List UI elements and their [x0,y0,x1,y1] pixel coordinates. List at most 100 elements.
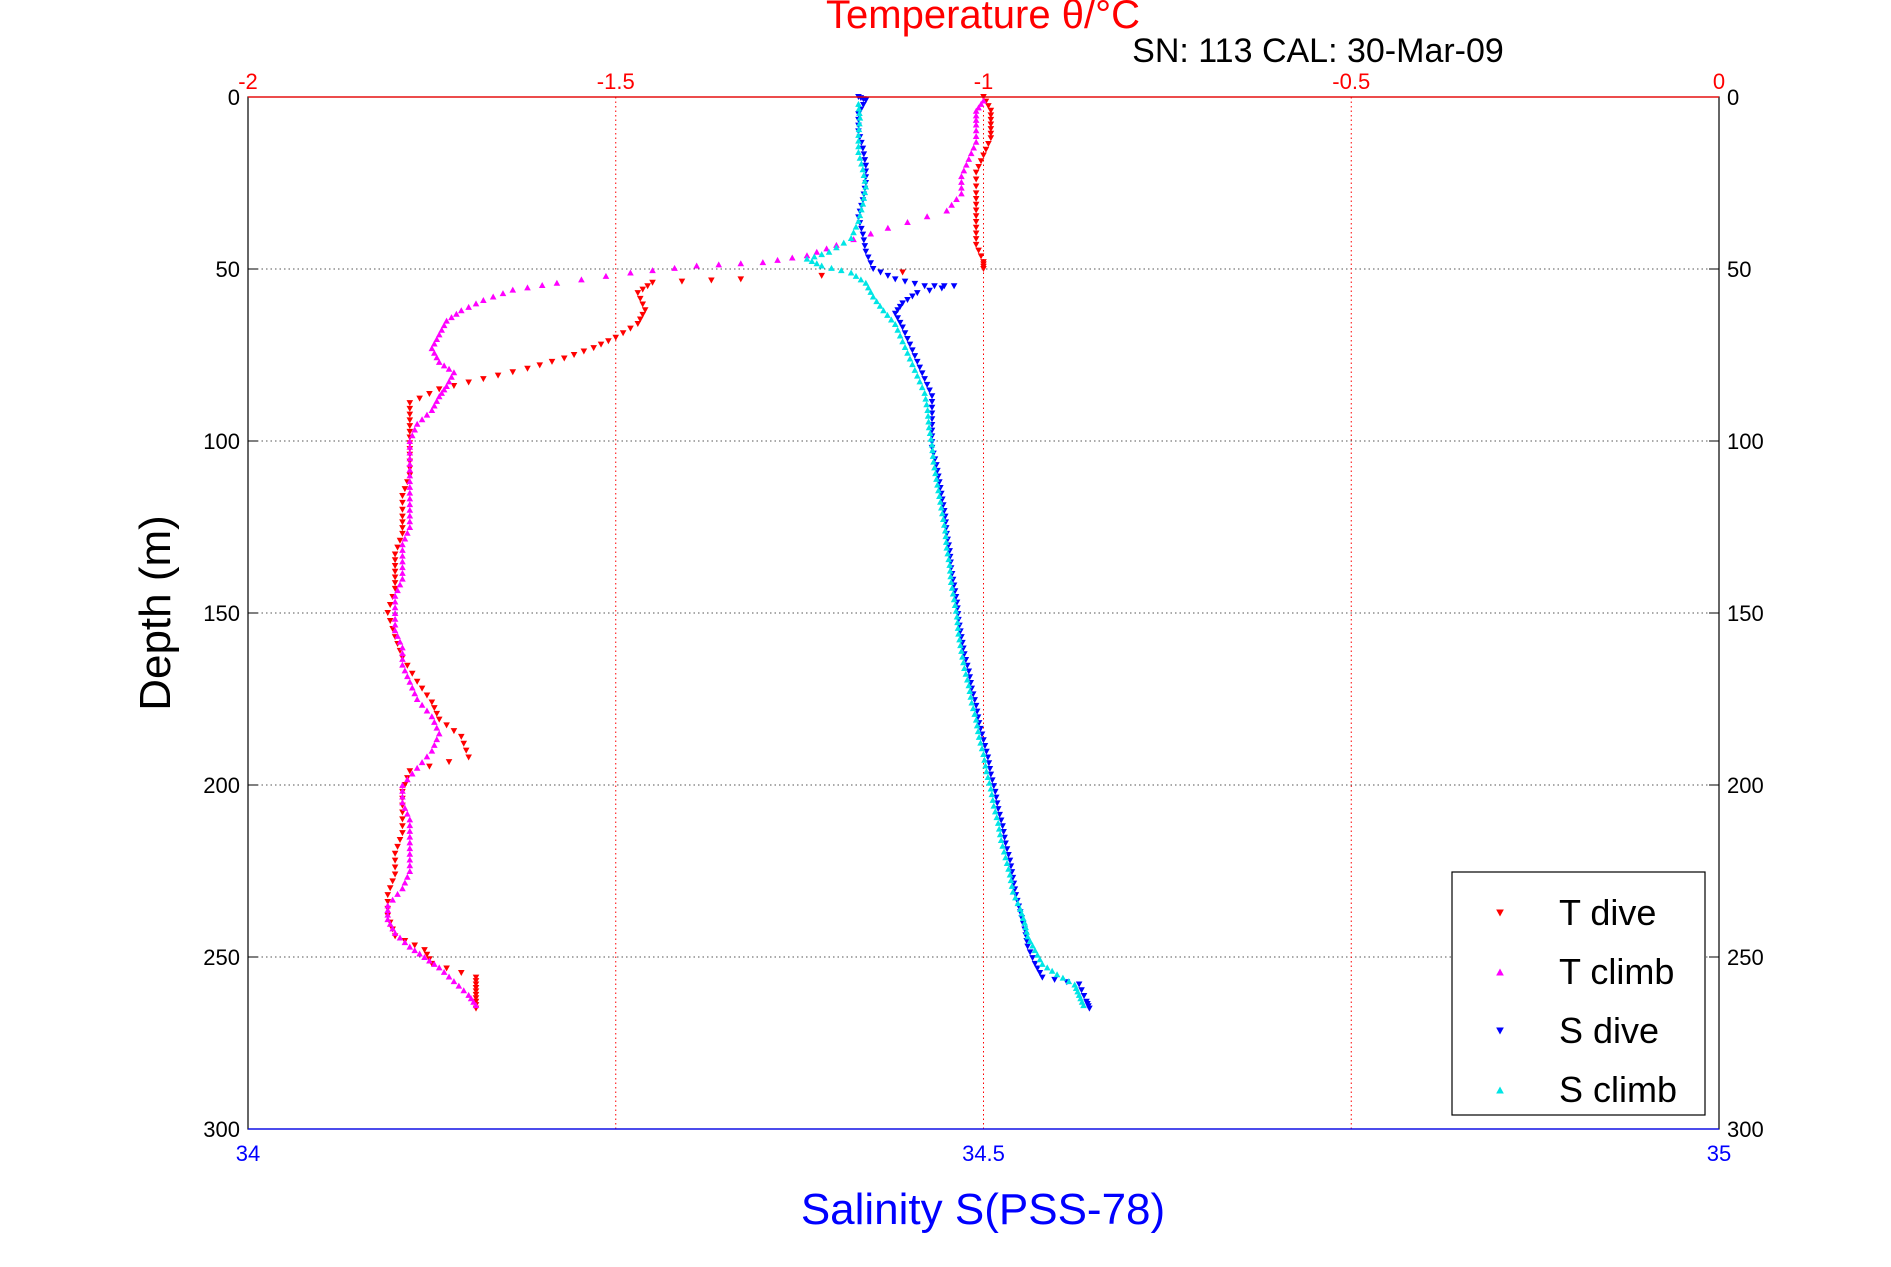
data-point-t-dive [384,610,392,616]
data-point-s-climb [988,791,996,798]
data-point-t-dive [972,196,980,203]
data-point-s-climb [808,257,816,264]
data-point-t-dive [450,382,458,389]
data-point-s-dive [894,315,901,322]
data-point-s-climb [934,481,941,488]
data-point-s-climb [858,160,865,167]
data-point-t-climb [408,432,416,439]
data-point-s-climb [1080,1002,1087,1009]
data-point-s-climb [857,276,865,283]
data-point-t-climb [391,627,399,634]
y-tick-label-right: 250 [1727,945,1764,970]
data-point-t-climb [972,127,980,134]
data-point-t-climb [970,144,977,151]
data-point-t-climb [438,326,445,333]
data-point-t-climb [406,455,414,462]
data-point-s-climb [873,298,880,305]
data-point-t-dive [391,551,399,558]
data-point-t-dive [406,417,414,424]
data-point-t-climb [431,349,438,356]
data-point-s-climb [962,670,970,677]
data-point-s-climb [860,194,868,201]
x-axis-label-salinity: Salinity S(PSS-78) [801,1185,1165,1234]
data-point-t-climb [401,535,409,542]
data-point-t-climb [389,925,396,932]
data-point-s-climb [959,653,966,660]
data-point-s-climb [997,837,1005,844]
data-point-t-climb [406,443,414,450]
data-point-s-climb [933,475,940,482]
data-point-s-dive [938,285,946,292]
data-point-t-dive [494,372,502,379]
data-point-s-dive [994,806,1002,813]
data-point-t-climb [406,495,414,502]
data-point-t-dive [394,843,401,850]
data-point-s-dive [1000,829,1007,836]
data-point-t-dive [472,981,480,988]
data-point-s-climb [1005,865,1012,872]
data-point-s-climb [855,149,862,156]
y-axis-label: Depth (m) [131,515,180,711]
data-point-t-climb [413,764,421,771]
data-point-s-climb [811,253,818,260]
data-point-t-dive [421,947,428,954]
data-point-s-climb [856,120,863,127]
data-point-s-climb [941,527,949,534]
data-point-s-climb [947,579,955,586]
data-point-s-dive [860,237,868,244]
data-point-s-dive [918,370,926,377]
data-point-s-dive [926,287,933,294]
data-point-s-dive [923,381,931,388]
data-point-t-climb [972,107,980,114]
data-point-s-dive [858,225,865,232]
data-point-s-climb [1039,960,1046,967]
data-point-t-climb [428,407,436,414]
legend: T dive T climb S dive S climb [1451,871,1706,1116]
data-point-t-dive [391,585,399,592]
data-point-s-climb [918,384,926,391]
data-point-s-climb [996,831,1004,838]
data-point-s-climb [909,361,916,368]
data-point-s-climb [981,756,988,763]
data-point-t-dive [391,857,399,864]
data-point-t-climb [421,954,428,960]
data-point-s-dive [1075,981,1083,988]
data-point-s-climb [906,355,914,362]
salinity-tick-label: 35 [1707,1141,1731,1166]
data-point-t-climb [406,845,414,852]
data-point-s-climb [884,311,891,318]
data-point-t-dive [457,733,465,740]
data-point-s-climb [855,100,862,107]
y-tick-label-left: 150 [203,601,240,626]
data-point-t-dive [472,974,480,981]
data-point-s-climb [935,487,942,494]
data-point-t-dive [639,311,647,318]
data-point-s-climb [1078,998,1086,1005]
data-point-t-climb [418,759,426,766]
data-point-t-dive [457,970,465,977]
data-point-s-climb [932,470,939,477]
data-point-s-climb [956,636,963,643]
data-point-t-dive [975,163,982,170]
data-point-t-dive [399,493,406,500]
y-tick-label-right: 0 [1727,85,1739,110]
data-point-s-dive [1023,937,1030,944]
data-point-t-dive [972,213,980,220]
y-tick-label-right: 150 [1727,601,1764,626]
data-point-s-climb [990,802,998,809]
data-point-t-climb [693,262,700,269]
data-point-t-climb [448,373,455,380]
data-point-t-dive [399,499,406,506]
legend-marker-s-dive [1496,1027,1504,1035]
data-point-t-dive [423,951,431,958]
data-point-t-climb [972,138,980,145]
data-point-t-dive [426,390,433,397]
data-point-t-climb [406,833,414,840]
data-point-s-dive [985,760,993,767]
data-point-s-climb [828,264,835,271]
data-point-t-climb [413,420,421,427]
temperature-tick-label: -1.5 [597,69,635,94]
data-point-t-climb [399,650,406,657]
data-point-s-dive [904,335,911,342]
